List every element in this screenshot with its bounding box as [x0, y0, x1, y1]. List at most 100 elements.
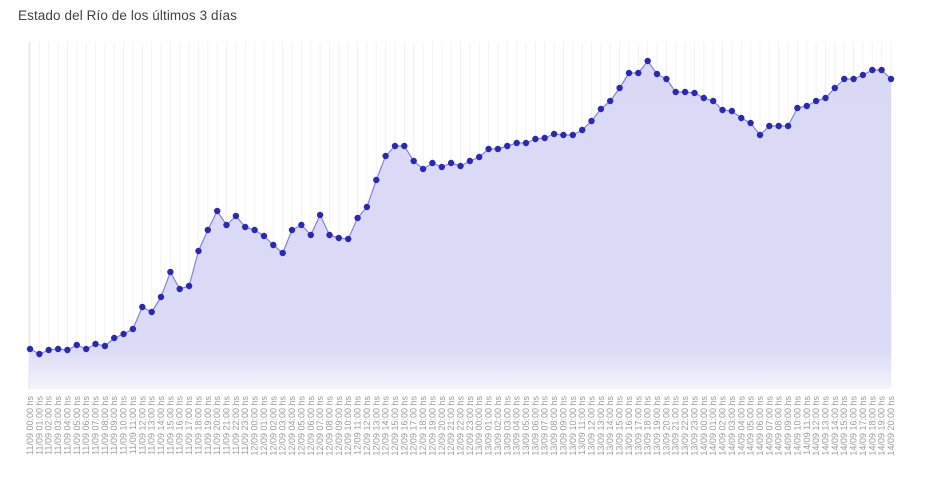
data-point[interactable] [354, 214, 361, 222]
data-point[interactable] [859, 71, 867, 79]
data-point[interactable] [878, 66, 885, 74]
data-point[interactable] [391, 142, 399, 150]
data-point[interactable] [54, 345, 62, 353]
data-point[interactable] [26, 345, 34, 353]
data-point[interactable] [447, 159, 455, 167]
data-point[interactable] [120, 330, 127, 338]
data-point[interactable] [775, 122, 782, 130]
data-point[interactable] [588, 117, 595, 125]
data-point[interactable] [92, 340, 99, 348]
data-point[interactable] [597, 105, 605, 113]
data-point[interactable] [513, 139, 520, 147]
data-point[interactable] [251, 226, 258, 234]
data-point[interactable] [83, 345, 90, 353]
data-point[interactable] [382, 152, 389, 160]
data-point[interactable] [579, 126, 586, 134]
data-point[interactable] [831, 84, 838, 92]
data-point[interactable] [719, 106, 726, 114]
data-point[interactable] [887, 75, 895, 83]
data-point[interactable] [307, 231, 314, 239]
data-point[interactable] [672, 88, 679, 96]
data-point[interactable] [569, 131, 576, 139]
data-point[interactable] [111, 334, 118, 342]
data-point[interactable] [129, 325, 137, 333]
data-point[interactable] [167, 268, 174, 276]
data-point[interactable] [794, 104, 801, 112]
data-point[interactable] [494, 145, 502, 153]
data-point[interactable] [691, 89, 698, 97]
data-point[interactable] [73, 341, 81, 349]
data-point[interactable] [653, 70, 661, 78]
data-point[interactable] [64, 346, 71, 354]
data-point[interactable] [550, 130, 558, 138]
data-point[interactable] [635, 69, 642, 77]
data-point[interactable] [850, 75, 857, 83]
x-axis-label: 14/09 13:00 hs [821, 396, 831, 456]
data-point[interactable] [139, 303, 146, 311]
data-point[interactable] [345, 235, 352, 243]
data-point[interactable] [504, 142, 511, 150]
x-axis-label: 11/09 02:00 hs [44, 396, 54, 455]
data-point[interactable] [457, 162, 464, 170]
data-point[interactable] [429, 159, 436, 167]
data-point[interactable] [803, 102, 810, 110]
data-point[interactable] [204, 226, 211, 234]
data-point[interactable] [195, 247, 202, 255]
data-point[interactable] [728, 107, 736, 115]
data-point[interactable] [438, 163, 445, 171]
data-point[interactable] [532, 135, 539, 143]
data-point[interactable] [607, 97, 614, 105]
data-point[interactable] [326, 231, 333, 239]
data-point[interactable] [316, 211, 324, 219]
x-axis-label: 13/09 17:00 hs [633, 396, 643, 456]
data-point[interactable] [663, 75, 670, 83]
x-axis-label: 13/09 02:00 hs [493, 396, 503, 456]
data-point[interactable] [335, 234, 342, 242]
data-point[interactable] [822, 94, 829, 102]
data-point[interactable] [485, 145, 492, 153]
data-point[interactable] [45, 346, 52, 354]
data-point[interactable] [476, 153, 483, 161]
data-point[interactable] [812, 97, 820, 105]
data-point[interactable] [419, 165, 427, 173]
data-point[interactable] [298, 221, 305, 229]
data-point[interactable] [700, 94, 707, 102]
data-point[interactable] [401, 142, 408, 150]
data-point[interactable] [410, 157, 417, 165]
data-point[interactable] [232, 212, 240, 220]
data-point[interactable] [541, 134, 548, 142]
data-point[interactable] [223, 221, 230, 229]
data-point[interactable] [616, 84, 623, 92]
data-point[interactable] [784, 122, 792, 130]
data-point[interactable] [260, 232, 268, 240]
x-axis-label: 11/09 21:00 hs [222, 396, 232, 455]
data-point[interactable] [625, 69, 633, 77]
data-point[interactable] [681, 88, 689, 96]
data-point[interactable] [36, 350, 43, 358]
data-point[interactable] [101, 342, 109, 350]
data-point[interactable] [747, 119, 754, 127]
data-point[interactable] [148, 308, 155, 316]
data-point[interactable] [869, 66, 876, 74]
data-point[interactable] [466, 157, 474, 165]
data-point[interactable] [373, 176, 380, 184]
data-point[interactable] [710, 97, 717, 105]
data-point[interactable] [841, 75, 848, 83]
data-point[interactable] [242, 223, 249, 231]
data-point[interactable] [279, 249, 286, 257]
data-point[interactable] [363, 203, 371, 211]
data-point[interactable] [214, 207, 221, 215]
data-point[interactable] [756, 131, 764, 139]
data-point[interactable] [157, 293, 165, 301]
data-point[interactable] [766, 122, 773, 130]
data-point[interactable] [644, 57, 651, 65]
data-point[interactable] [176, 285, 183, 293]
chart-title: Estado del Río de los últimos 3 días [18, 8, 237, 23]
data-point[interactable] [560, 131, 567, 139]
x-axis-label: 11/09 12:00 hs [137, 396, 147, 455]
data-point[interactable] [738, 114, 745, 122]
data-point[interactable] [288, 226, 296, 234]
data-point[interactable] [185, 282, 193, 290]
data-point[interactable] [522, 139, 530, 147]
data-point[interactable] [270, 241, 277, 249]
